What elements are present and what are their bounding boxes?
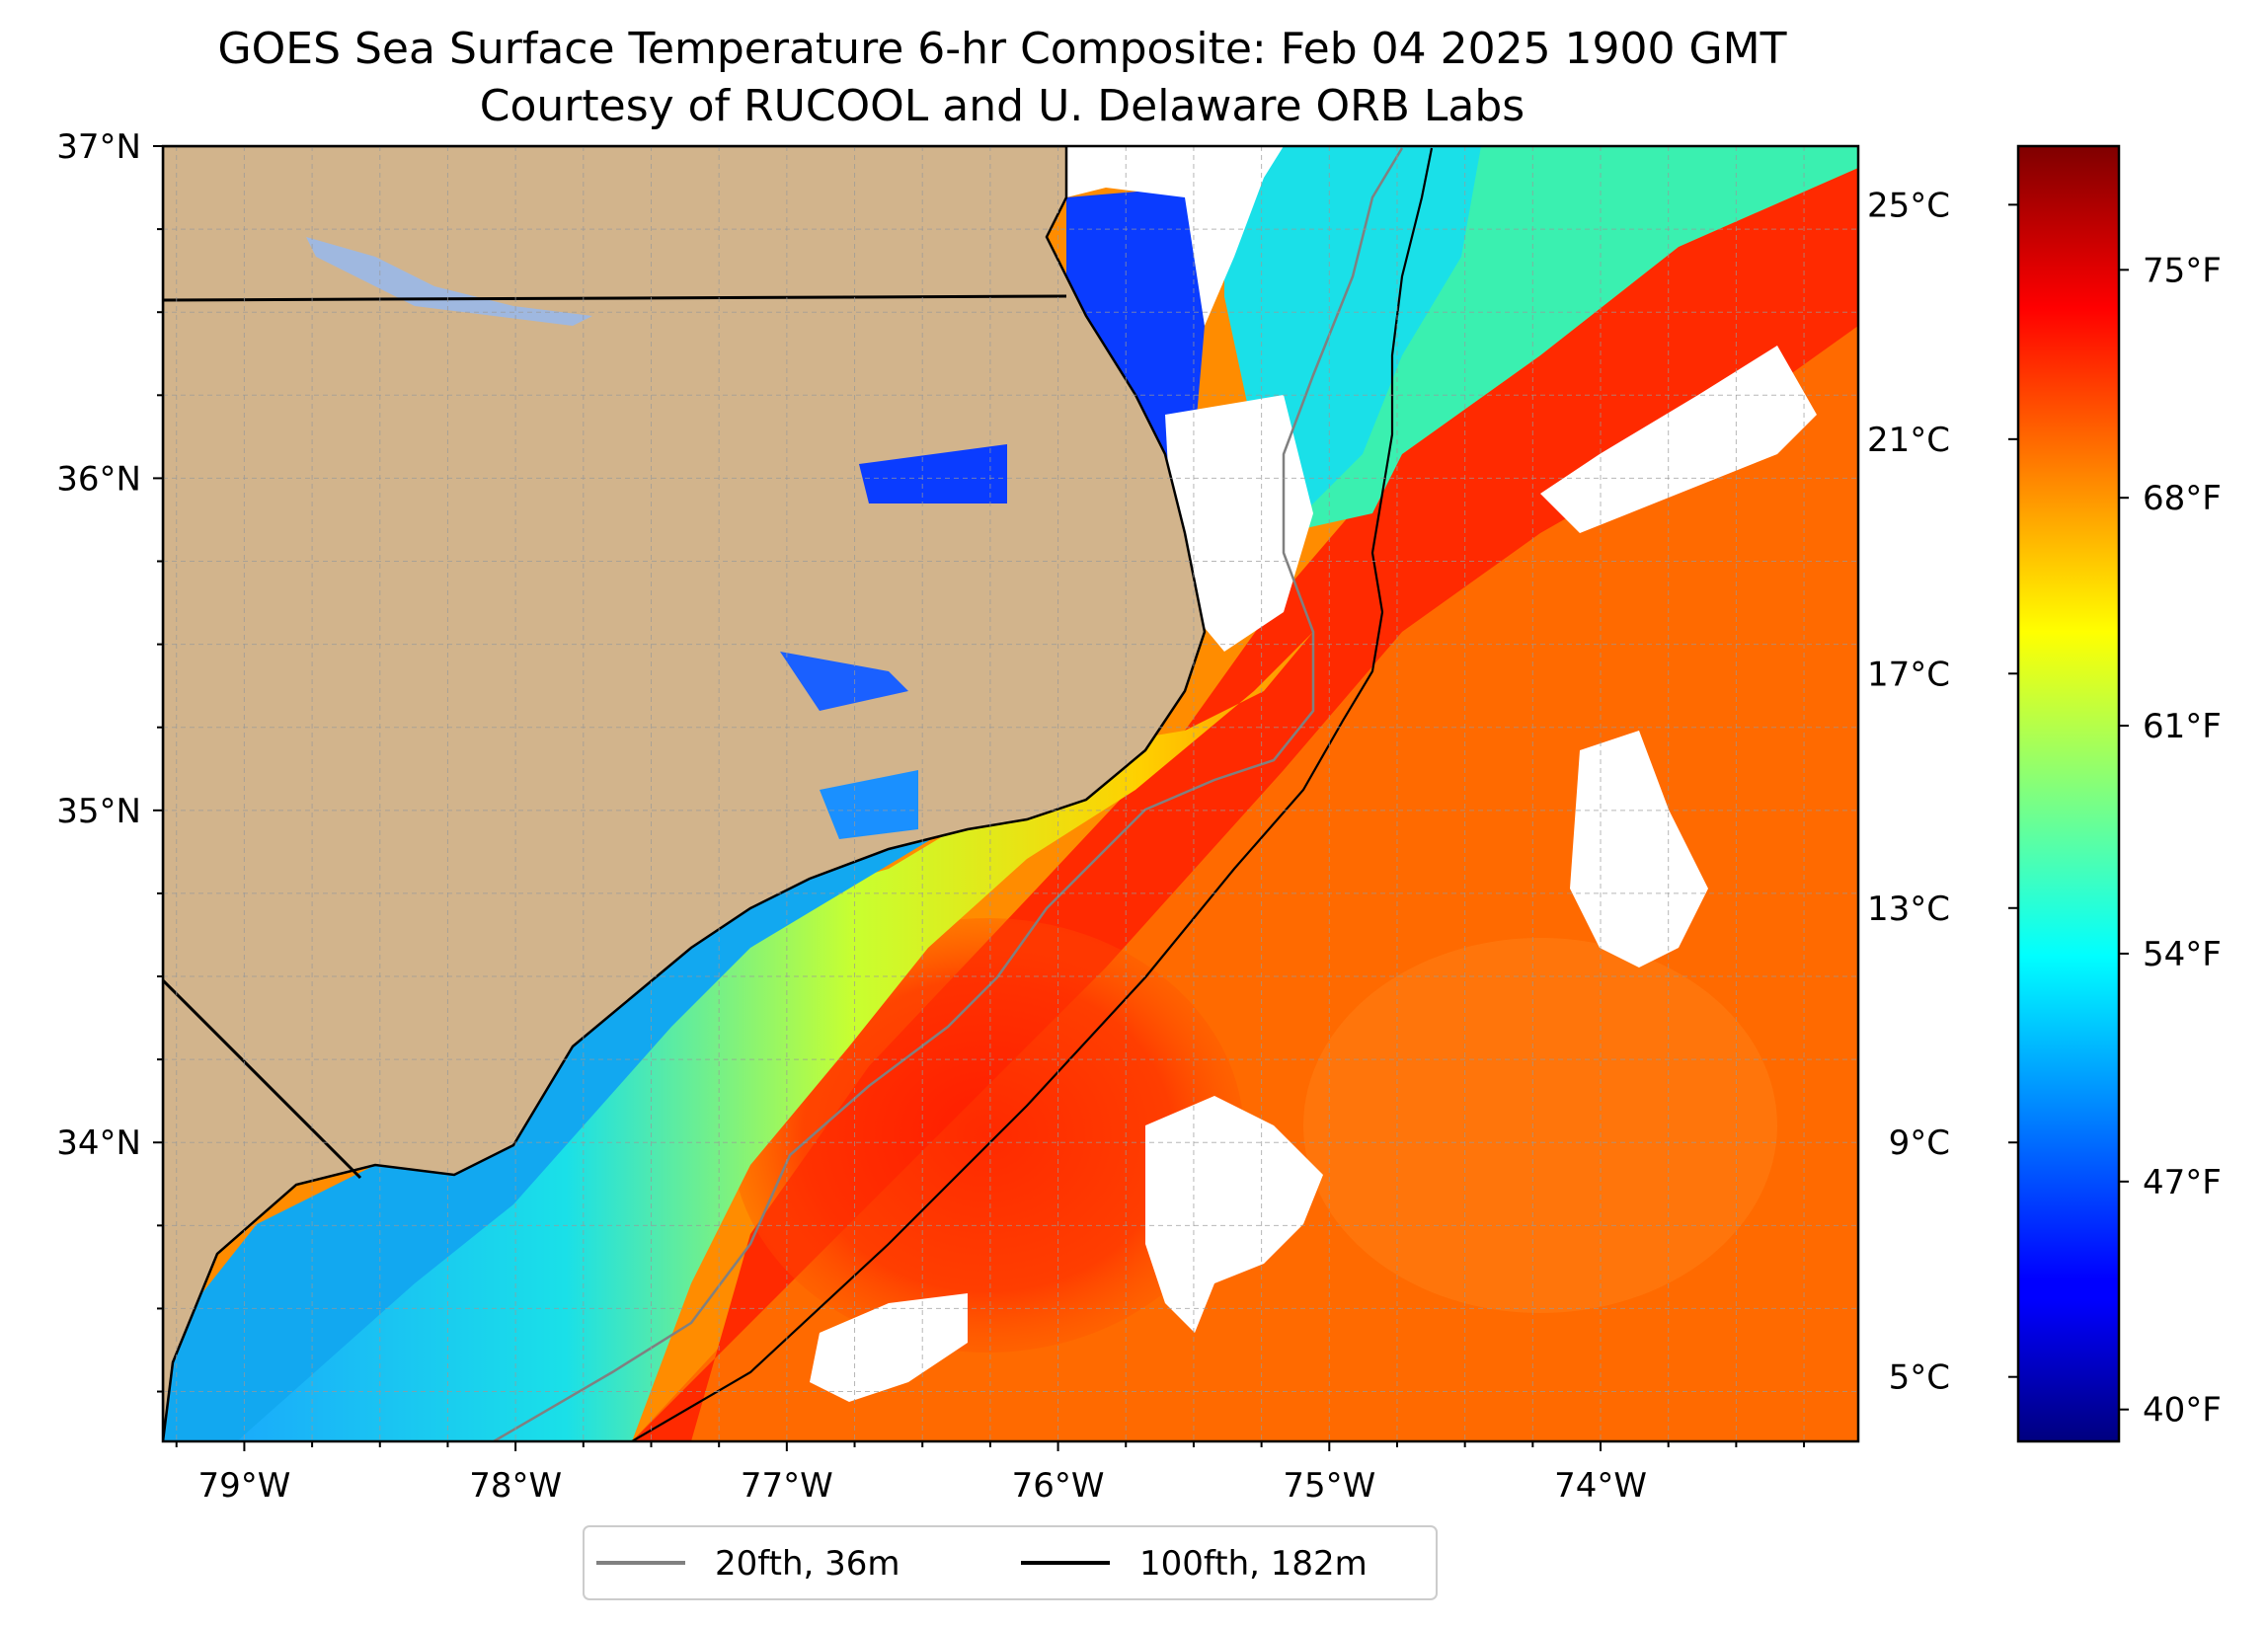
cloud-patch-center xyxy=(1145,1096,1323,1333)
fahrenheit-tick-label: 40°F xyxy=(2143,1391,2222,1431)
isobath-20fth xyxy=(493,147,1404,1441)
colorbar-gradient xyxy=(2016,144,2121,1443)
lon-tick-label: 77°W xyxy=(741,1466,833,1506)
pamlico-river xyxy=(820,770,918,839)
cloud-patch-north xyxy=(1066,146,1284,326)
lon-tick-label: 79°W xyxy=(197,1466,290,1506)
albemarle-sound xyxy=(859,444,1007,503)
chart-title-line2: Courtesy of RUCOOL and U. Delaware ORB L… xyxy=(480,81,1525,131)
lon-tick-label: 75°W xyxy=(1283,1466,1375,1506)
pamlico-sound-west xyxy=(780,652,908,711)
legend-label-20fth: 20fth, 36m xyxy=(715,1544,900,1584)
celsius-tick-label: 25°C xyxy=(1867,186,1950,225)
chart-title-line1: GOES Sea Surface Temperature 6-hr Compos… xyxy=(218,24,1787,74)
colorbar-celsius-axis: 25°C 21°C 17°C 13°C 9°C 5°C xyxy=(1867,186,2018,1398)
offshore-orange-eddy xyxy=(1303,938,1777,1313)
nc-sc-border xyxy=(163,978,362,1180)
lat-axis: 37°N 36°N 35°N 34°N xyxy=(56,127,163,1393)
colorbar-fahrenheit-axis: 75°F 68°F 61°F 54°F 47°F 40°F xyxy=(2119,251,2222,1431)
cloud-patch-mid xyxy=(1165,395,1313,652)
celsius-tick-label: 17°C xyxy=(1867,655,1950,694)
isobath-100fth xyxy=(631,147,1434,1441)
fahrenheit-tick-label: 68°F xyxy=(2143,479,2222,518)
cloud-patch-east xyxy=(1570,731,1708,968)
va-nc-border xyxy=(163,294,1067,302)
legend-label-100fth: 100fth, 182m xyxy=(1139,1544,1368,1584)
map-panel xyxy=(163,146,1858,1441)
fahrenheit-tick-label: 47°F xyxy=(2143,1163,2222,1202)
legend-box xyxy=(583,1525,1438,1600)
celsius-tick-label: 5°C xyxy=(1889,1358,1950,1398)
lon-tick-label: 76°W xyxy=(1012,1466,1105,1506)
fahrenheit-tick-label: 61°F xyxy=(2143,707,2222,746)
legend: 20fth, 36m 100fth, 182m xyxy=(583,1525,1438,1600)
colorbar: 25°C 21°C 17°C 13°C 9°C 5°C 75°F 68°F 61°F 54°F 4… xyxy=(1867,144,2222,1443)
map-frame xyxy=(161,144,1860,1443)
lat-tick-label: 36°N xyxy=(56,459,141,499)
lon-axis: 79°W 78°W 77°W 76°W 75°W 74°W xyxy=(175,1441,1806,1506)
celsius-tick-label: 21°C xyxy=(1867,421,1950,460)
fahrenheit-tick-label: 54°F xyxy=(2143,935,2222,974)
lon-tick-label: 78°W xyxy=(469,1466,562,1506)
lat-tick-label: 34°N xyxy=(56,1123,141,1163)
celsius-tick-label: 9°C xyxy=(1889,1123,1950,1163)
cloud-patch-eddy-north xyxy=(1540,346,1817,533)
lon-tick-label: 74°W xyxy=(1554,1466,1647,1506)
fahrenheit-tick-label: 75°F xyxy=(2143,251,2222,290)
celsius-tick-label: 13°C xyxy=(1867,890,1950,929)
lat-tick-label: 37°N xyxy=(56,127,141,167)
cloud-patch-south xyxy=(810,1293,968,1402)
kerr-lake xyxy=(306,237,592,326)
gridlines xyxy=(163,146,1858,1441)
lat-tick-label: 35°N xyxy=(56,792,141,831)
nearshore-cold-band xyxy=(163,780,987,1441)
